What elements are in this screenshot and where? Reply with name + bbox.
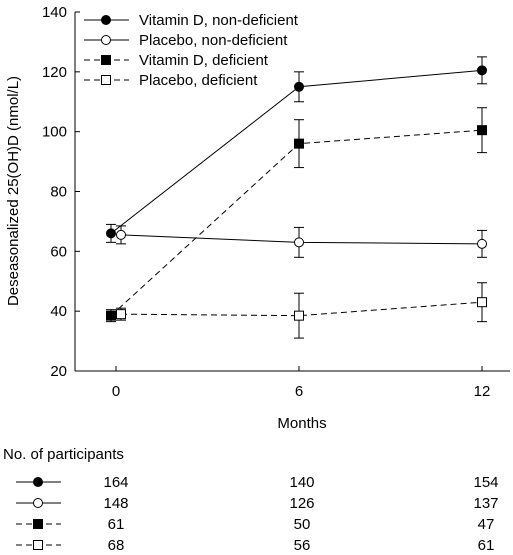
participants-title: No. of participants <box>3 446 124 463</box>
x-ticks: 0 6 12 <box>112 366 491 400</box>
legend-marker <box>101 35 111 45</box>
legend-item: Vitamin D, non-deficient <box>84 12 299 29</box>
data-point <box>106 228 116 239</box>
data-point <box>116 229 126 240</box>
legend: Vitamin D, non-deficient Placebo, non-def… <box>84 12 299 89</box>
y-tick-label: 20 <box>50 363 67 380</box>
row-key-marker <box>33 498 43 508</box>
data-point <box>477 65 487 76</box>
y-tick-label: 120 <box>42 64 67 81</box>
data-point <box>477 125 487 136</box>
data-point <box>294 138 304 149</box>
data-point <box>477 297 487 308</box>
legend-item: Placebo, deficient <box>84 72 258 89</box>
legend-label: Vitamin D, deficient <box>139 52 269 69</box>
series-4 <box>116 282 487 339</box>
x-tick-label: 0 <box>112 383 120 400</box>
data-point <box>477 238 487 249</box>
series-line <box>110 69 483 234</box>
y-ticks: 20 40 60 80 100 120 140 <box>42 4 80 380</box>
participants-table: 164 140 154 148 126 137 61 50 47 68 56 61 <box>16 474 499 554</box>
x-axis-title: Months <box>277 415 326 432</box>
legend-label: Placebo, deficient <box>139 72 258 89</box>
legend-item: Vitamin D, deficient <box>84 52 269 69</box>
y-tick-label: 140 <box>42 4 67 21</box>
row-key-marker <box>33 477 43 487</box>
participants-count: 137 <box>473 495 498 512</box>
series-line <box>120 301 483 317</box>
data-point <box>106 310 116 321</box>
y-tick-label: 40 <box>50 303 67 320</box>
series-2 <box>116 225 487 258</box>
participants-count: 68 <box>108 537 125 550</box>
participants-count: 50 <box>294 516 311 533</box>
participants-count: 61 <box>108 516 125 533</box>
participants-count: 148 <box>103 495 128 512</box>
participants-row: 61 50 47 <box>16 516 494 533</box>
y-axis-title: Deseasonalized 25(OH)D (nmol/L) <box>5 76 22 306</box>
data-point <box>294 81 304 92</box>
row-key-marker <box>33 519 43 529</box>
row-key-marker <box>33 540 43 550</box>
participants-count: 47 <box>478 516 495 533</box>
legend-item: Placebo, non-deficient <box>84 32 288 49</box>
data-point <box>294 310 304 321</box>
participants-row: 148 126 137 <box>16 495 499 512</box>
participants-count: 164 <box>103 474 128 491</box>
series-line <box>110 129 483 317</box>
data-point <box>294 237 304 248</box>
participants-count: 126 <box>289 495 314 512</box>
participants-row: 164 140 154 <box>16 474 499 491</box>
legend-label: Placebo, non-deficient <box>139 32 288 49</box>
participants-count: 56 <box>294 537 311 550</box>
y-tick-label: 60 <box>50 243 67 260</box>
y-tick-label: 80 <box>50 184 67 201</box>
y-tick-label: 100 <box>42 124 67 141</box>
series-3 <box>106 107 487 323</box>
data-point <box>116 309 126 320</box>
series-1 <box>106 56 487 243</box>
x-tick-label: 6 <box>295 383 303 400</box>
participants-count: 140 <box>289 474 314 491</box>
x-tick-label: 12 <box>474 383 491 400</box>
series-layer <box>106 56 487 339</box>
participants-count: 61 <box>478 537 495 550</box>
participants-count: 154 <box>473 474 498 491</box>
legend-marker <box>101 55 111 65</box>
participants-row: 68 56 61 <box>16 537 495 554</box>
legend-label: Vitamin D, non-deficient <box>139 12 299 29</box>
legend-marker <box>101 75 111 85</box>
legend-marker <box>101 15 111 25</box>
